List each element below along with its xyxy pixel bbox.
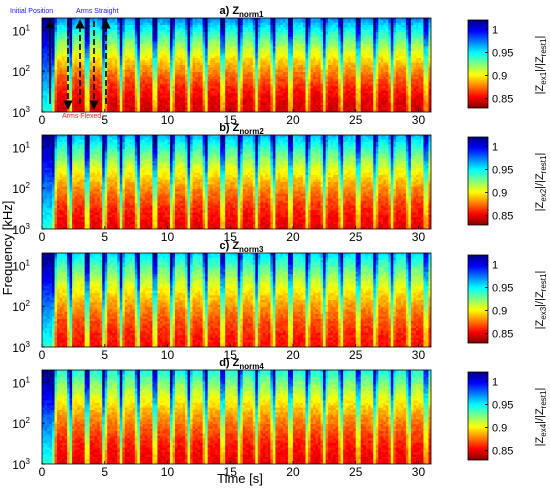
colorbar	[467, 371, 489, 461]
colorbar-tick-label: 1	[492, 24, 498, 36]
y-tick-label: 103	[12, 340, 30, 355]
plot-frame	[41, 134, 432, 230]
y-tick-label: 102	[12, 416, 30, 431]
colorbar-label: |Zex3|/|Zrest1|	[534, 271, 548, 330]
colorbar-tick-label: 0.9	[492, 188, 507, 200]
x-tick-label: 0	[39, 348, 46, 362]
x-tick-label: 20	[286, 465, 300, 479]
colorbar-label: |Zex2|/|Zrest1|	[534, 153, 548, 212]
arms-flexed-label: Arms Flexed	[62, 113, 101, 120]
panel-title: d) Znorm4	[219, 357, 264, 371]
colorbar-tick-label: 1	[492, 141, 498, 153]
panel-3: c) Znorm3 0 5 10 15 20 25 30 101 102 103 1 0.95 0.9 0.…	[12, 240, 548, 362]
x-tick-label: 15	[224, 113, 238, 127]
colorbar-label: |Zex4|/|Zrest1|	[534, 388, 548, 447]
colorbar-tick-label: 1	[492, 376, 498, 388]
x-tick-label: 5	[101, 230, 108, 244]
x-tick-label: 25	[349, 465, 363, 479]
colorbar-tick-label: 0.95	[492, 399, 513, 411]
colorbar-tick-label: 0.85	[492, 211, 513, 223]
colorbar-tick-label: 0.9	[492, 71, 507, 83]
colorbar-label: |Zex1|/|Zrest1|	[534, 36, 548, 95]
y-tick-label: 102	[12, 64, 30, 79]
y-tick-label: 102	[12, 181, 30, 196]
colorbar-tick-label: 0.95	[492, 282, 513, 294]
colorbar-tick-label: 1	[492, 259, 498, 271]
colorbar-tick-label: 0.85	[492, 329, 513, 341]
x-tick-label: 30	[412, 113, 426, 127]
y-tick-label: 101	[12, 23, 30, 38]
heatmap-image	[42, 253, 431, 347]
x-tick-label: 30	[412, 348, 426, 362]
x-tick-label: 5	[101, 348, 108, 362]
panel-title: c) Znorm3	[219, 240, 264, 254]
x-tick-label: 10	[161, 230, 175, 244]
colorbar-tick-label: 0.85	[492, 446, 513, 458]
y-tick-label: 101	[12, 140, 30, 155]
panel-1: a) Znorm1 0 5 10 15 20 25 30 101 102 103 1 0.95 0.9 0.…	[12, 5, 548, 127]
x-tick-label: 0	[39, 465, 46, 479]
heatmap-image	[42, 370, 431, 464]
y-tick-label: 103	[12, 222, 30, 237]
colorbar-tick-label: 0.95	[492, 47, 513, 59]
initial-position-label: Initial Position	[10, 8, 53, 15]
annotations: Initial Position Arms Straight Arms Flexed	[10, 8, 118, 120]
x-tick-label: 30	[412, 465, 426, 479]
x-tick-label: 10	[161, 465, 175, 479]
heatmap-image	[42, 18, 431, 112]
x-tick-label: 20	[286, 230, 300, 244]
plot-frame	[41, 369, 432, 465]
panel-title: a) Znorm1	[219, 5, 264, 19]
colorbar-tick-label: 0.9	[492, 423, 507, 435]
x-tick-label: 15	[224, 230, 238, 244]
x-tick-label: 25	[349, 230, 363, 244]
y-tick-label: 101	[12, 375, 30, 390]
x-tick-label: 20	[286, 348, 300, 362]
y-tick-label: 102	[12, 299, 30, 314]
x-tick-label: 10	[161, 113, 175, 127]
x-tick-label: 20	[286, 113, 300, 127]
colorbar	[467, 136, 489, 226]
x-tick-label: 0	[39, 230, 46, 244]
y-tick-label: 103	[12, 457, 30, 472]
x-tick-label: 10	[161, 348, 175, 362]
x-tick-label: 15	[224, 465, 238, 479]
x-tick-label: 0	[39, 113, 46, 127]
x-axis-label: Time [s]	[217, 471, 263, 486]
y-tick-label: 103	[12, 105, 30, 120]
arms-straight-label: Arms Straight	[76, 8, 118, 15]
x-tick-label: 5	[101, 113, 108, 127]
panel-2: b) Znorm2 0 5 10 15 20 25 30 101 102 103 1 0.95 0.9 0.…	[12, 122, 548, 244]
colorbar-tick-label: 0.9	[492, 306, 507, 318]
x-tick-label: 15	[224, 348, 238, 362]
x-tick-label: 25	[349, 348, 363, 362]
x-tick-label: 25	[349, 113, 363, 127]
colorbar	[467, 254, 489, 344]
colorbar-tick-label: 0.85	[492, 94, 513, 106]
heatmap-image	[42, 135, 431, 229]
panel-title: b) Znorm2	[219, 122, 264, 136]
plot-frame	[41, 17, 432, 113]
y-axis-label: Frequency [kHz]	[0, 201, 15, 296]
x-tick-label: 30	[412, 230, 426, 244]
x-tick-label: 5	[101, 465, 108, 479]
colorbar-tick-label: 0.95	[492, 164, 513, 176]
y-tick-label: 101	[12, 258, 30, 273]
colorbar	[467, 19, 489, 109]
panel-4: d) Znorm4 0 5 10 15 20 25 30 101 102 103 1 0.95 0.9 0.…	[12, 357, 548, 479]
plot-frame	[41, 252, 432, 348]
